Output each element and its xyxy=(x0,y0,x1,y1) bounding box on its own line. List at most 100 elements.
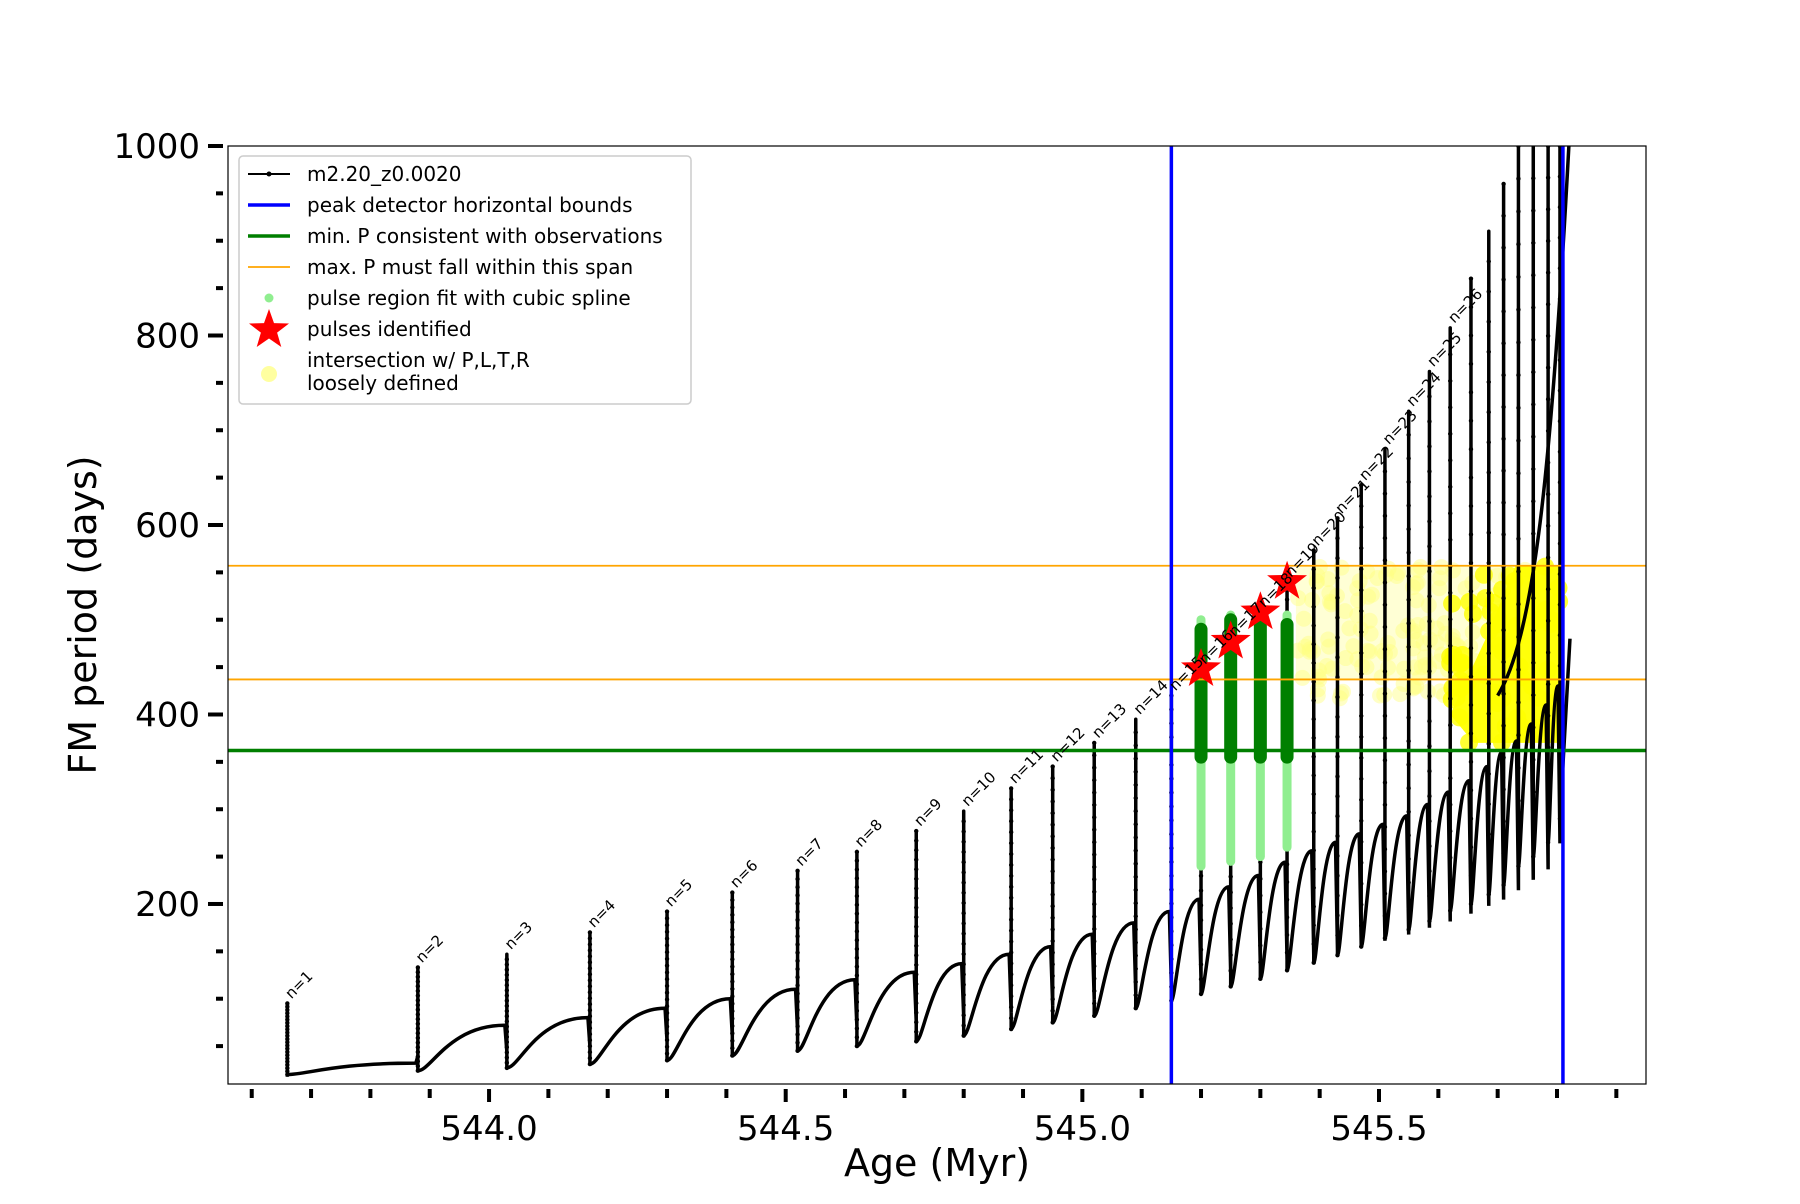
track-point xyxy=(1427,544,1432,549)
pulse-label: n=3 xyxy=(501,918,536,953)
track-point xyxy=(1008,972,1014,977)
intersection-point xyxy=(1359,563,1376,580)
track-point xyxy=(730,942,735,947)
track-point xyxy=(1468,503,1474,509)
track-point xyxy=(1133,769,1138,774)
track-point xyxy=(730,971,735,977)
track-point xyxy=(1382,491,1388,496)
track-point xyxy=(587,954,593,959)
track-point xyxy=(1501,532,1506,537)
track-point xyxy=(1092,815,1097,820)
intersection-point xyxy=(1337,650,1354,667)
legend-label-line: m2.20_z0.0020 xyxy=(307,162,462,186)
track-point xyxy=(285,1030,290,1035)
track-point xyxy=(1092,976,1097,981)
track-point xyxy=(1427,694,1432,699)
track-point xyxy=(1311,904,1316,909)
track-point xyxy=(1133,756,1138,761)
track-point xyxy=(1133,874,1138,880)
track-point xyxy=(1050,927,1055,932)
track-point xyxy=(1486,530,1491,535)
track-point xyxy=(914,876,919,882)
track-point xyxy=(1501,500,1506,505)
track-point xyxy=(1133,730,1138,735)
track-point xyxy=(1311,866,1316,872)
track-point xyxy=(587,996,593,1001)
track-point xyxy=(1359,587,1364,593)
track-point xyxy=(914,981,919,987)
track-point xyxy=(914,1029,919,1035)
track-point xyxy=(1406,526,1411,532)
track-point xyxy=(1382,535,1388,541)
intersection-point xyxy=(1359,642,1376,659)
track-point xyxy=(504,1045,510,1050)
track-point xyxy=(914,838,919,843)
track-point xyxy=(1382,602,1388,607)
x-tick-label: 545.5 xyxy=(1330,1109,1427,1149)
track-point xyxy=(1545,555,1551,560)
track-point xyxy=(1382,935,1388,941)
intersection-point xyxy=(1297,638,1314,655)
track-line xyxy=(285,146,1572,1077)
track-point xyxy=(1382,869,1388,874)
track-point xyxy=(1335,694,1340,700)
track-point xyxy=(730,1001,735,1006)
track-point xyxy=(1406,738,1411,744)
track-point xyxy=(1501,755,1506,760)
track-point xyxy=(1359,755,1364,761)
track-point xyxy=(285,1062,290,1068)
track-point xyxy=(1311,716,1316,722)
track-point xyxy=(1545,618,1551,624)
track-point xyxy=(730,897,735,903)
track-point xyxy=(587,978,593,983)
track-point xyxy=(1092,765,1097,770)
track-point xyxy=(1092,926,1097,932)
track-point xyxy=(285,1052,290,1058)
track-point xyxy=(1486,470,1491,475)
track-point xyxy=(1406,621,1411,626)
pulse-label: n=5 xyxy=(661,875,696,910)
track-point xyxy=(415,1016,421,1022)
track-point xyxy=(1427,644,1432,649)
track-point xyxy=(1311,773,1316,778)
track-point xyxy=(854,920,860,925)
track-point xyxy=(1501,787,1506,792)
track-point xyxy=(730,934,735,940)
legend-label-line: min. P consistent with observations xyxy=(307,224,663,248)
intersection-point xyxy=(1408,575,1425,592)
intersection-point xyxy=(1413,659,1430,676)
track-point xyxy=(1382,713,1388,719)
track-point xyxy=(1516,667,1521,672)
track-point xyxy=(1406,691,1411,697)
track-point xyxy=(1468,674,1474,679)
track-point xyxy=(854,929,860,934)
track-point xyxy=(795,942,800,947)
track-point xyxy=(1468,589,1474,594)
track-point xyxy=(1501,436,1506,442)
track-point xyxy=(1531,854,1536,859)
track-point xyxy=(961,1002,966,1008)
track-point xyxy=(1501,245,1506,250)
track-point xyxy=(1516,602,1521,607)
track-point xyxy=(1427,793,1432,799)
intersection-point xyxy=(1406,659,1423,676)
track-point xyxy=(730,1031,735,1036)
y-tick-label: 400 xyxy=(135,695,200,735)
track-point xyxy=(587,1008,593,1013)
track-point xyxy=(1050,915,1055,920)
track-point xyxy=(1311,848,1316,853)
track-point xyxy=(1133,835,1138,840)
track-point xyxy=(504,1034,510,1040)
legend-label: m2.20_z0.0020 xyxy=(307,162,462,186)
track-point xyxy=(1008,786,1014,791)
track-point xyxy=(1258,859,1263,865)
track-point xyxy=(1557,174,1563,179)
track-point xyxy=(1008,819,1014,824)
track-point xyxy=(1382,735,1388,741)
track-point xyxy=(1258,959,1263,965)
track-point xyxy=(415,1040,421,1045)
intersection-point xyxy=(1350,592,1367,609)
legend-label: pulse region fit with cubic spline xyxy=(307,286,631,310)
track-point xyxy=(415,993,421,998)
track-point xyxy=(415,988,421,994)
